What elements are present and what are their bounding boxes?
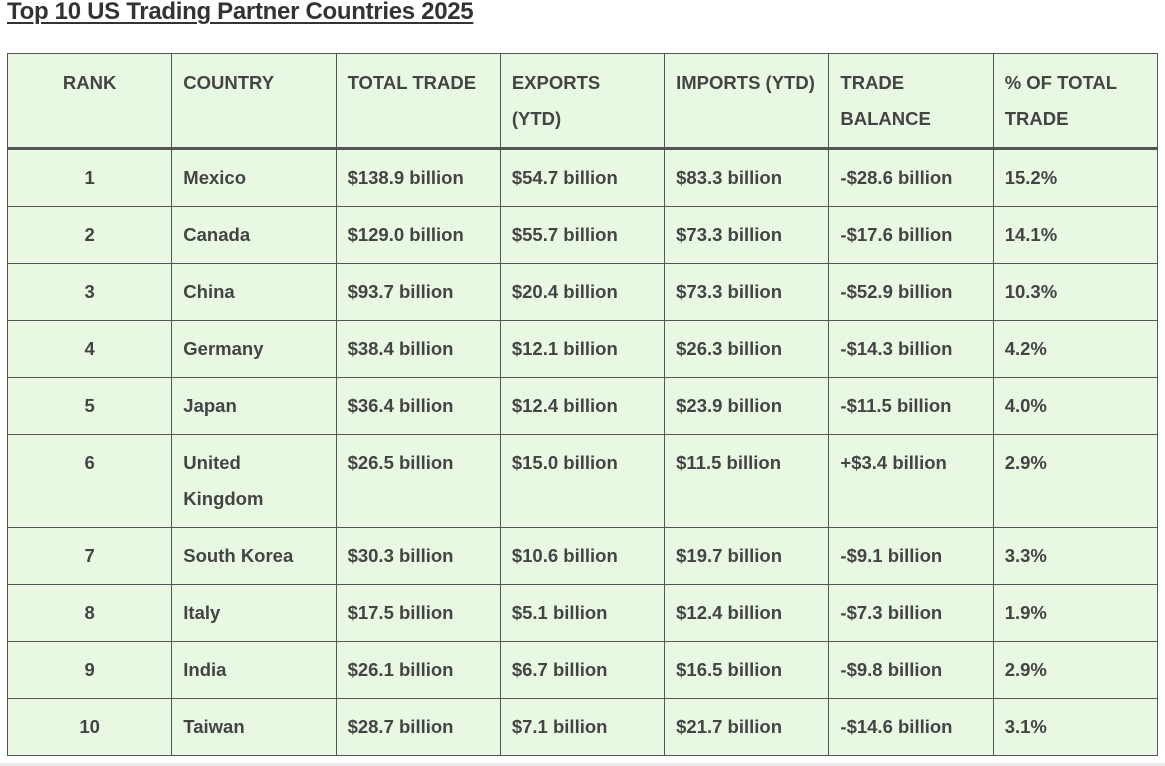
cell-imports: $21.7 billion [664,698,830,756]
cell-total-trade: $129.0 billion [335,206,501,264]
cell-imports: $12.4 billion [664,584,830,642]
table-row: 2 Canada $129.0 billion $55.7 billion $73.3 … [6,206,1159,264]
cell-percent-total: 2.9% [992,434,1159,528]
cell-rank: 6 [6,434,173,528]
cell-rank: 4 [6,320,173,378]
cell-exports: $15.0 billion [499,434,666,528]
cell-country: India [171,641,337,699]
header-percent-total: % OF TOTAL TRADE [992,53,1159,149]
header-exports: EXPORTS (YTD) [499,53,666,149]
cell-imports: $19.7 billion [664,527,830,585]
table-body: 1 Mexico $138.9 billion $54.7 billion $83.3 … [6,148,1159,756]
cell-percent-total: 3.3% [992,527,1159,585]
cell-exports: $10.6 billion [499,527,666,585]
cell-percent-total: 10.3% [992,263,1159,321]
cell-exports: $7.1 billion [499,698,666,756]
cell-total-trade: $30.3 billion [335,527,501,585]
cell-trade-balance: -$14.6 billion [828,698,994,756]
cell-total-trade: $36.4 billion [335,377,501,435]
cell-total-trade: $138.9 billion [335,148,501,207]
table-row: 9 India $26.1 billion $6.7 billion $16.5 bil… [6,641,1159,699]
table-row: 5 Japan $36.4 billion $12.4 billion $23.9 bi… [6,377,1159,435]
cell-percent-total: 4.0% [992,377,1159,435]
cell-country: Taiwan [171,698,337,756]
cell-imports: $73.3 billion [664,206,830,264]
cell-exports: $12.1 billion [499,320,666,378]
header-country: COUNTRY [171,53,337,149]
cell-country: Canada [171,206,337,264]
cell-imports: $16.5 billion [664,641,830,699]
cell-trade-balance: -$9.1 billion [828,527,994,585]
table-row: 6 United Kingdom $26.5 billion $15.0 billio… [6,434,1159,528]
page-title: Top 10 US Trading Partner Countries 2025 [7,0,474,25]
cell-rank: 7 [6,527,173,585]
cell-rank: 2 [6,206,173,264]
cell-exports: $5.1 billion [499,584,666,642]
cell-country: Japan [171,377,337,435]
cell-trade-balance: -$52.9 billion [828,263,994,321]
table-row: 1 Mexico $138.9 billion $54.7 billion $83.3 … [6,148,1159,207]
table-row: 8 Italy $17.5 billion $5.1 billion $12.4 bil… [6,584,1159,642]
cell-country: United Kingdom [171,434,337,528]
header-imports: IMPORTS (YTD) [664,53,830,149]
cell-country: China [171,263,337,321]
cell-exports: $20.4 billion [499,263,666,321]
cell-trade-balance: -$28.6 billion [828,148,994,207]
cell-percent-total: 2.9% [992,641,1159,699]
cell-percent-total: 1.9% [992,584,1159,642]
cell-imports: $23.9 billion [664,377,830,435]
cell-rank: 3 [6,263,173,321]
cell-total-trade: $93.7 billion [335,263,501,321]
cell-country: Germany [171,320,337,378]
cell-total-trade: $26.5 billion [335,434,501,528]
cell-trade-balance: -$17.6 billion [828,206,994,264]
cell-rank: 10 [6,698,173,756]
cell-rank: 8 [6,584,173,642]
table-row: 3 China $93.7 billion $20.4 billion $73.3 bi… [6,263,1159,321]
cell-exports: $6.7 billion [499,641,666,699]
trading-partners-table: RANK COUNTRY TOTAL TRADE EXPORTS (YTD) IMPOR… [6,53,1159,756]
table-header-row: RANK COUNTRY TOTAL TRADE EXPORTS (YTD) IMPOR… [6,53,1159,149]
header-total-trade: TOTAL TRADE [335,53,501,149]
cell-total-trade: $38.4 billion [335,320,501,378]
cell-country: Mexico [171,148,337,207]
cell-percent-total: 4.2% [992,320,1159,378]
table-row: 7 South Korea $30.3 billion $10.6 billion $1… [6,527,1159,585]
cell-country: Italy [171,584,337,642]
cell-imports: $11.5 billion [664,434,830,528]
cell-trade-balance: -$7.3 billion [828,584,994,642]
header-rank: RANK [6,53,173,149]
cell-rank: 5 [6,377,173,435]
cell-total-trade: $28.7 billion [335,698,501,756]
horizontal-scrollbar-track[interactable] [0,763,1165,766]
cell-exports: $55.7 billion [499,206,666,264]
cell-percent-total: 14.1% [992,206,1159,264]
cell-rank: 9 [6,641,173,699]
cell-trade-balance: -$11.5 billion [828,377,994,435]
cell-exports: $54.7 billion [499,148,666,207]
cell-exports: $12.4 billion [499,377,666,435]
table-row: 10 Taiwan $28.7 billion $7.1 billion $21.7 b… [6,698,1159,756]
cell-percent-total: 3.1% [992,698,1159,756]
table-row: 4 Germany $38.4 billion $12.1 billion $26.3 … [6,320,1159,378]
cell-rank: 1 [6,148,173,207]
cell-imports: $83.3 billion [664,148,830,207]
cell-trade-balance: -$14.3 billion [828,320,994,378]
cell-imports: $73.3 billion [664,263,830,321]
cell-imports: $26.3 billion [664,320,830,378]
cell-total-trade: $17.5 billion [335,584,501,642]
cell-trade-balance: +$3.4 billion [828,434,994,528]
cell-trade-balance: -$9.8 billion [828,641,994,699]
cell-country: South Korea [171,527,337,585]
cell-percent-total: 15.2% [992,148,1159,207]
cell-total-trade: $26.1 billion [335,641,501,699]
header-trade-balance: TRADE BALANCE [828,53,994,149]
